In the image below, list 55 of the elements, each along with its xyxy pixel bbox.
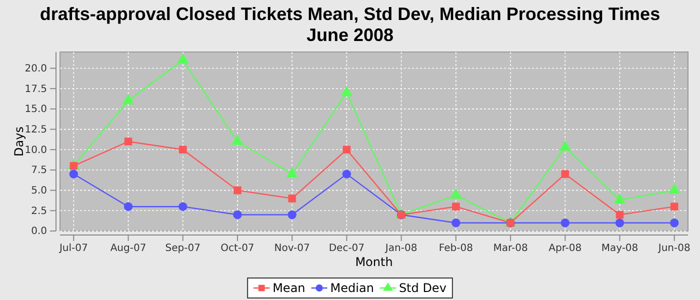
y-tick-label: 5.0 (31, 186, 47, 197)
x-tick-label: Dec-07 (328, 243, 365, 254)
x-tick-label: Apr-08 (548, 243, 582, 254)
x-tick-label: Sep-07 (165, 243, 200, 254)
point (616, 210, 624, 219)
point (561, 170, 570, 178)
point (69, 170, 78, 178)
point (234, 186, 242, 194)
point (124, 138, 132, 146)
y-tick-label: 12.5 (24, 124, 47, 136)
point (233, 210, 242, 220)
point (124, 202, 133, 211)
point (178, 202, 188, 211)
y-tick-label: 15.0 (24, 104, 47, 116)
x-tick-label: Oct-07 (220, 243, 254, 254)
point (450, 188, 462, 199)
point (559, 140, 572, 151)
x-axis-title: Month (355, 255, 393, 269)
point (288, 194, 296, 202)
point (342, 170, 352, 178)
chart-subtitle: June 2008 (306, 25, 394, 45)
point (122, 94, 134, 104)
point (176, 53, 189, 64)
point (670, 218, 679, 228)
y-tick-label: 10.0 (24, 144, 47, 156)
legend-label: Mean (272, 281, 306, 295)
point (615, 218, 624, 228)
x-tick-label: Aug-07 (110, 243, 146, 254)
point (286, 167, 298, 178)
x-tick-label: Nov-07 (274, 243, 310, 254)
y-tick-label: 0.0 (31, 226, 47, 238)
legend-label: Median (330, 281, 374, 295)
y-tick-label: 7.5 (31, 165, 47, 176)
y-tick-label: 2.5 (31, 206, 47, 217)
point (288, 210, 296, 220)
point (178, 146, 187, 154)
point (342, 146, 351, 154)
x-tick-label: May-08 (601, 243, 638, 254)
point (560, 218, 570, 228)
point (670, 202, 678, 210)
x-tick-label: Jun-08 (657, 243, 690, 254)
x-tick-label: Jan-08 (384, 243, 418, 254)
x-tick-label: Mar-08 (493, 243, 528, 254)
y-axis-title: Days (12, 126, 26, 156)
chart-title: drafts-approval Closed Tickets Mean, Std Dev, Median Processing Times (40, 4, 660, 24)
y-tick-label: 20.0 (24, 63, 47, 74)
point (340, 86, 353, 96)
x-tick-label: Jul-07 (58, 243, 88, 254)
point (452, 218, 460, 228)
point (668, 184, 680, 194)
legend-label: Std Dev (398, 281, 446, 295)
y-tick-label: 17.5 (24, 84, 47, 95)
x-tick-label: Feb-08 (438, 243, 473, 254)
point (452, 202, 460, 210)
point (232, 134, 244, 145)
